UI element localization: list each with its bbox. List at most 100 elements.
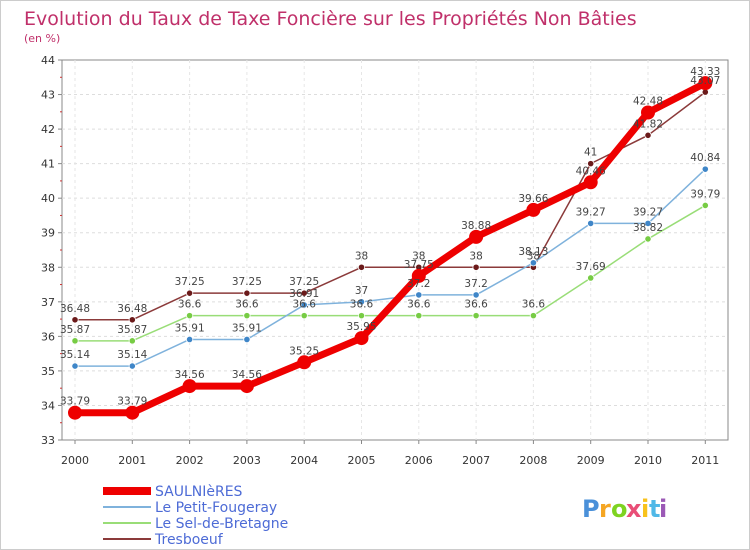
series-point-2 [357, 312, 366, 320]
series-line-0 [71, 79, 709, 417]
series-line-1 [74, 168, 707, 367]
series-point-3 [243, 289, 251, 297]
data-label: 37.2 [407, 278, 430, 290]
data-label: 35.91 [232, 322, 262, 334]
data-label: 35.25 [289, 345, 319, 357]
data-label: 38 [355, 250, 368, 262]
series-point-1 [701, 165, 709, 173]
series-1 [71, 165, 709, 370]
data-label: 43.07 [690, 75, 720, 87]
x-tick-label: 2004 [290, 454, 318, 467]
logo-letter: i [659, 495, 667, 523]
data-label: 38.13 [518, 246, 548, 258]
y-tick-label: 34 [41, 399, 55, 412]
data-label: 36.6 [464, 299, 488, 311]
data-label: 35.87 [60, 324, 90, 336]
data-label: 43.33 [690, 66, 720, 78]
data-label: 38 [469, 250, 482, 262]
series-point-0 [125, 405, 140, 420]
legend-label: Le Petit-Fougeray [155, 500, 277, 516]
data-label: 39.66 [518, 193, 548, 205]
chart-title: Evolution du Taux de Taxe Foncière sur l… [24, 8, 637, 30]
x-tick-label: 2002 [176, 454, 204, 467]
series-3 [71, 88, 709, 324]
x-tick-label: 2005 [348, 454, 376, 467]
series-point-2 [529, 312, 538, 320]
series-point-2 [472, 312, 480, 320]
series-point-2 [186, 312, 194, 320]
series-point-0 [583, 175, 598, 190]
data-label: 41.82 [633, 118, 663, 130]
logo-letter: x [626, 495, 642, 523]
series-point-0 [526, 202, 541, 217]
data-labels-1: 35.14 35.14 35.91 35.91 36.91 37 37.2 37.2 38.13… [60, 152, 721, 361]
series-point-0 [182, 379, 197, 394]
series-point-1 [128, 362, 136, 370]
data-label: 36.6 [522, 299, 546, 311]
y-tick-label: 43 [41, 89, 55, 102]
series-point-3 [128, 316, 136, 324]
y-tick-label: 37 [41, 296, 55, 309]
data-label: 35.87 [117, 324, 147, 336]
plot-border [61, 59, 729, 441]
data-label: 38 [412, 250, 425, 262]
series-point-2 [415, 312, 423, 320]
data-label: 34.56 [175, 369, 205, 381]
y-tick-label: 44 [41, 54, 55, 67]
x-tick-label: 2001 [118, 454, 146, 467]
series-point-3 [357, 263, 366, 271]
legend-label: SAULNIèRES [155, 484, 243, 500]
data-label: 39.27 [576, 206, 606, 218]
y-tick-label: 42 [41, 123, 55, 136]
series-point-0 [68, 405, 82, 420]
data-label: 33.79 [60, 396, 90, 408]
series-point-0 [354, 331, 369, 346]
data-label: 37.2 [464, 278, 487, 290]
x-tick-label: 2000 [61, 454, 89, 467]
data-label: 39.27 [633, 206, 663, 218]
data-label: 39.79 [690, 188, 720, 200]
x-tick-label: 2011 [691, 454, 719, 467]
series-point-0 [239, 379, 254, 394]
x-tick-label: 2009 [577, 454, 605, 467]
data-label: 37.69 [576, 261, 606, 273]
series-point-0 [469, 229, 484, 244]
series-2 [71, 201, 709, 345]
logo-letter: i [641, 495, 649, 523]
legend-label: Tresboeuf [154, 532, 224, 548]
data-label: 38.88 [461, 220, 491, 232]
series-point-0 [411, 268, 426, 283]
y-tick-label: 36 [41, 330, 55, 343]
series-0 [68, 76, 713, 420]
data-label: 36.48 [117, 303, 147, 315]
series-point-2 [128, 337, 136, 345]
data-label: 36.48 [60, 303, 90, 315]
y-tick-label: 38 [41, 261, 55, 274]
series-point-1 [357, 298, 366, 306]
y-tick-label: 41 [41, 158, 55, 171]
data-label: 37 [355, 285, 368, 297]
logo-letter: o [611, 495, 628, 523]
series-point-1 [472, 291, 480, 299]
logo-letter: P [582, 495, 600, 523]
series-point-0 [641, 105, 655, 120]
series-point-2 [701, 201, 709, 210]
data-label: 36.91 [289, 288, 319, 300]
data-label: 40.84 [690, 152, 720, 164]
series-line-2 [74, 204, 707, 342]
data-label: 37.25 [232, 276, 262, 288]
y-tick-label: 39 [41, 227, 55, 240]
data-label: 40.46 [576, 165, 606, 177]
data-label: 36.6 [235, 299, 259, 311]
x-tick-label: 2003 [233, 454, 261, 467]
data-label: 36.6 [350, 299, 374, 311]
data-label: 33.79 [117, 396, 147, 408]
series-point-1 [300, 301, 308, 309]
data-label: 41 [584, 147, 597, 159]
data-label: 42.48 [633, 96, 663, 108]
y-tick-label: 35 [41, 365, 55, 378]
series-point-3 [300, 289, 308, 297]
